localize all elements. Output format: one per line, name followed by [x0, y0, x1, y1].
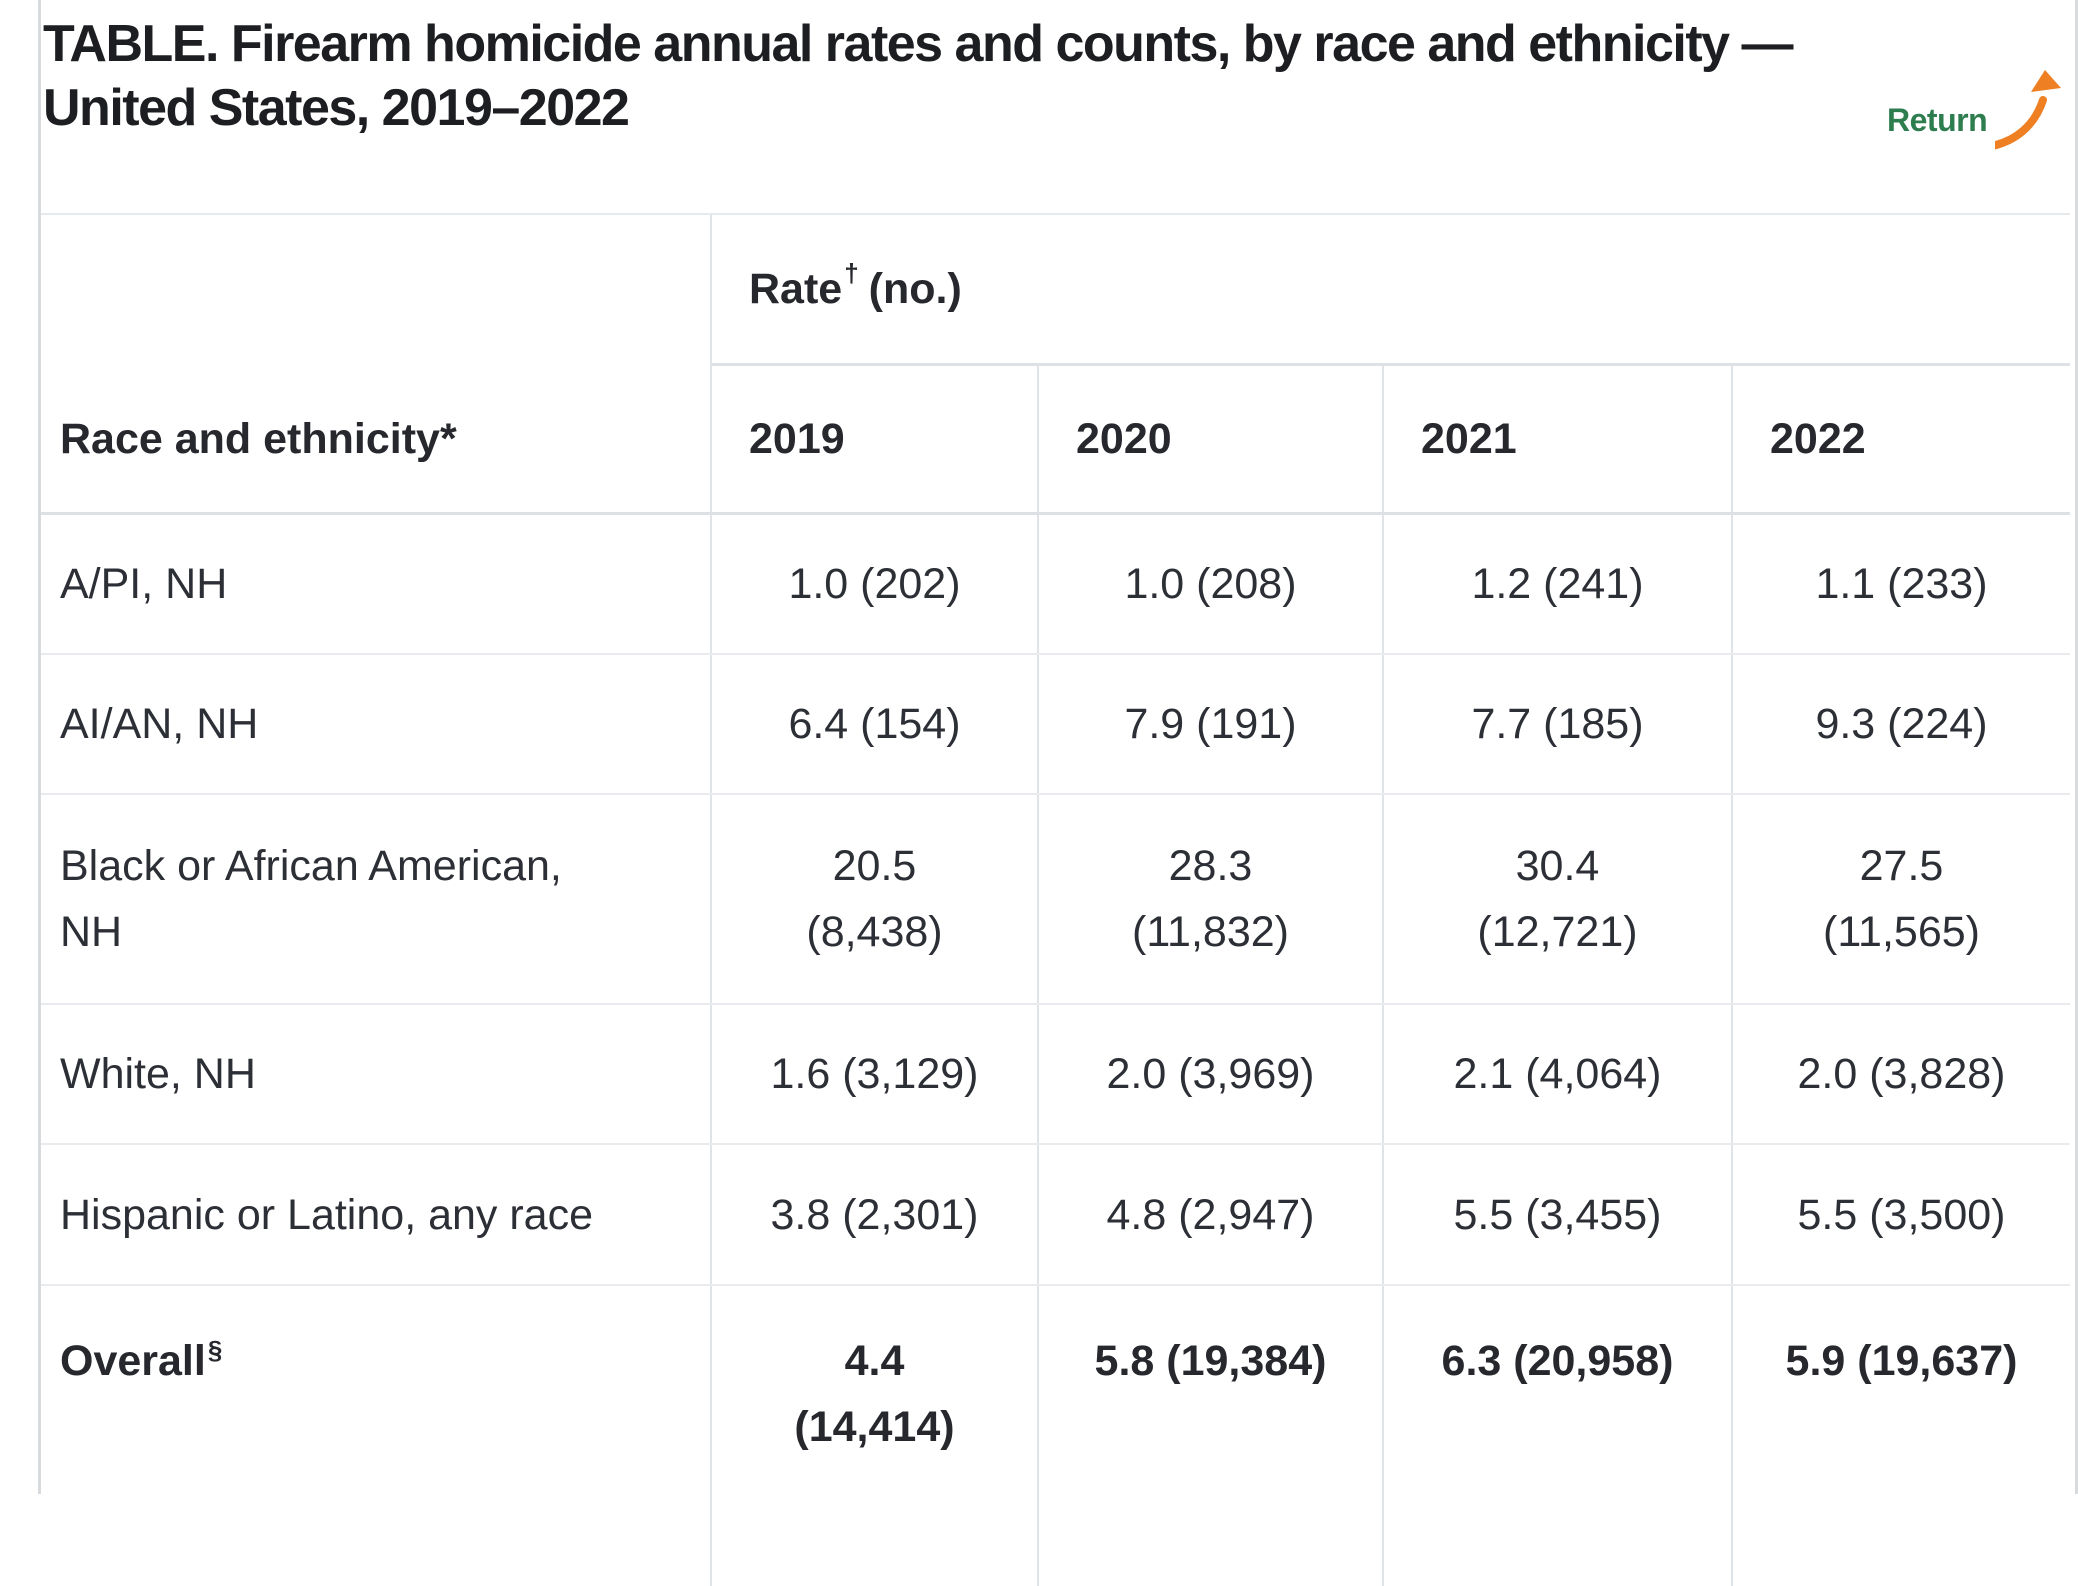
row-label: Black or African American, NH: [60, 842, 562, 956]
year-header-2019: 2019: [710, 366, 1037, 512]
row-label: White, NH: [60, 1050, 256, 1098]
return-link[interactable]: Return: [1885, 62, 2065, 166]
table-cell: 20.5 (8,438): [710, 795, 1037, 1003]
table-cell: 1.0 (202): [710, 515, 1037, 653]
table-cell: 7.7 (185): [1382, 655, 1731, 793]
table-cell: 6.3 (20,958): [1382, 1286, 1731, 1586]
table-cell: 27.5 (11,565): [1731, 795, 2070, 1003]
table-cell: 1.0 (208): [1037, 515, 1382, 653]
table-cell: 5.5 (3,455): [1382, 1145, 1731, 1284]
table-cell: 4.8 (2,947): [1037, 1145, 1382, 1284]
return-label: Return: [1887, 102, 1988, 138]
table-cell: 1.2 (241): [1382, 515, 1731, 653]
data-table: Race and ethnicity* Rate † (no.) 2019 2020…: [41, 213, 2070, 1586]
table-cell: 9.3 (224): [1731, 655, 2070, 793]
row-label: Hispanic or Latino, any race: [60, 1190, 594, 1239]
table-cell: 2.0 (3,828): [1731, 1005, 2070, 1143]
row-label: AI/AN, NH: [60, 700, 259, 748]
table-row: A/PI, NH 1.0 (202) 1.0 (208) 1.2 (241) 1…: [41, 515, 2070, 655]
table-cell: 28.3 (11,832): [1037, 795, 1382, 1003]
title-line-2: United States, 2019–2022: [43, 79, 630, 137]
table-row: Black or African American, NH 20.5 (8,43…: [41, 795, 2070, 1005]
table-cell: 6.4 (154): [710, 655, 1037, 793]
page-title: TABLE. Firearm homicide annual rates and…: [41, 0, 2075, 140]
table-cell: 5.5 (3,500): [1731, 1145, 2070, 1284]
table-row: AI/AN, NH 6.4 (154) 7.9 (191) 7.7 (185) …: [41, 655, 2070, 795]
return-arrow-icon: [1995, 70, 2061, 150]
table-cell: 1.1 (233): [1731, 515, 2070, 653]
year-header-2020: 2020: [1037, 366, 1382, 512]
table-cell: 7.9 (191): [1037, 655, 1382, 793]
table-cell: 3.8 (2,301): [710, 1145, 1037, 1284]
table-cell: 30.4 (12,721): [1382, 795, 1731, 1003]
race-ethnicity-column-header: Race and ethnicity*: [60, 415, 457, 463]
table-cell: 2.1 (4,064): [1382, 1005, 1731, 1143]
year-header-2021: 2021: [1382, 366, 1731, 512]
title-line-1: TABLE. Firearm homicide annual rates and…: [43, 15, 1794, 73]
year-header-2022: 2022: [1731, 366, 2070, 512]
table-header: Race and ethnicity* Rate † (no.) 2019 2020…: [41, 215, 2070, 515]
row-label: A/PI, NH: [60, 560, 228, 608]
table-cell: 1.6 (3,129): [710, 1005, 1037, 1143]
rate-group-header: Rate † (no.): [710, 215, 2070, 366]
row-label: Overall§: [60, 1335, 223, 1385]
table-row: Hispanic or Latino, any race 3.8 (2,301)…: [41, 1145, 2070, 1286]
table-row-overall: Overall§ 4.4 (14,414) 5.8 (19,384) 6.3 (…: [41, 1286, 2070, 1586]
table-cell: 4.4 (14,414): [710, 1286, 1037, 1586]
table-cell: 5.9 (19,637): [1731, 1286, 2070, 1586]
table-row: White, NH 1.6 (3,129) 2.0 (3,969) 2.1 (4…: [41, 1005, 2070, 1145]
table-cell: 5.8 (19,384): [1037, 1286, 1382, 1586]
page-container: TABLE. Firearm homicide annual rates and…: [38, 0, 2078, 1586]
dagger-superscript: †: [844, 258, 859, 288]
table-cell: 2.0 (3,969): [1037, 1005, 1382, 1143]
section-sign-superscript: §: [207, 1335, 223, 1365]
